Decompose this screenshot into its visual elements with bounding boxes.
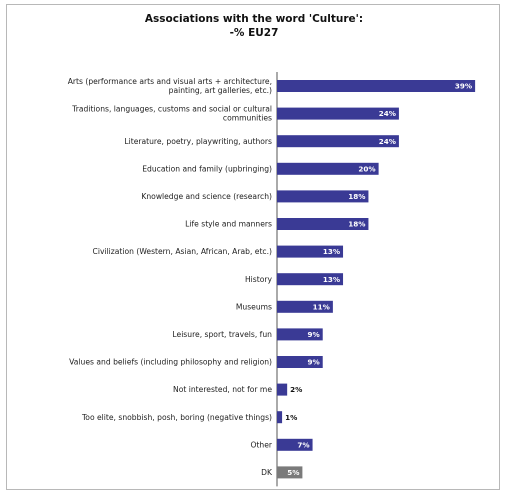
category-label-3: Education and family (upbringing) [142,164,272,173]
chart-title: Associations with the word 'Culture': [144,13,364,25]
category-label-6: Civilization (Western, Asian, African, A… [93,247,272,256]
value-label-11: 2% [290,385,302,394]
category-label-10: Values and beliefs (including philosophy… [69,358,272,367]
value-label-2: 24% [379,137,396,146]
category-label-7: History [245,275,273,284]
value-label-1: 24% [379,109,396,118]
value-label-5: 18% [348,220,365,229]
bar-4 [277,190,369,203]
bar-9 [277,328,323,341]
value-label-13: 7% [297,440,309,449]
bar-14 [277,466,303,479]
bar-5 [277,218,369,230]
category-label-5: Life style and manners [185,220,272,229]
bar-11 [277,383,288,396]
chart-subtitle: -% EU27 [229,27,279,39]
category-label-12: Too elite, snobbish, posh, boring (negat… [81,413,272,422]
bar-1 [277,107,399,120]
category-label-13: Other [250,440,272,449]
category-label-1: Traditions, languages, customs and socia… [71,105,272,123]
value-label-3: 20% [358,164,375,173]
value-label-4: 18% [348,192,365,201]
bar-8 [277,300,333,313]
bars-group: 39% Arts (performance arts and visual art… [68,77,476,479]
value-label-7: 13% [323,275,340,284]
category-label-14: DK [261,468,273,477]
category-label-4: Knowledge and science (research) [141,192,272,201]
bar-13 [277,438,313,451]
category-label-2: Literature, poetry, playwriting, authors [124,137,272,146]
category-label-8: Museums [236,302,272,311]
value-label-8: 11% [313,302,330,311]
bar-2 [277,135,399,148]
bar-7 [277,273,344,286]
bar-6 [277,245,344,258]
category-label-0: Arts (performance arts and visual arts +… [68,77,272,95]
category-label-11: Not interested, not for me [173,385,272,394]
value-label-0: 39% [455,82,472,91]
value-label-6: 13% [323,247,340,256]
value-label-10: 9% [308,358,320,367]
bar-12 [277,411,283,424]
bar-3 [277,162,379,175]
bar-10 [277,356,323,368]
category-label-9: Leisure, sport, travels, fun [172,330,272,339]
value-label-12: 1% [285,413,297,422]
value-label-9: 9% [308,330,320,339]
bar-0 [277,80,476,92]
value-label-14: 5% [287,468,299,477]
